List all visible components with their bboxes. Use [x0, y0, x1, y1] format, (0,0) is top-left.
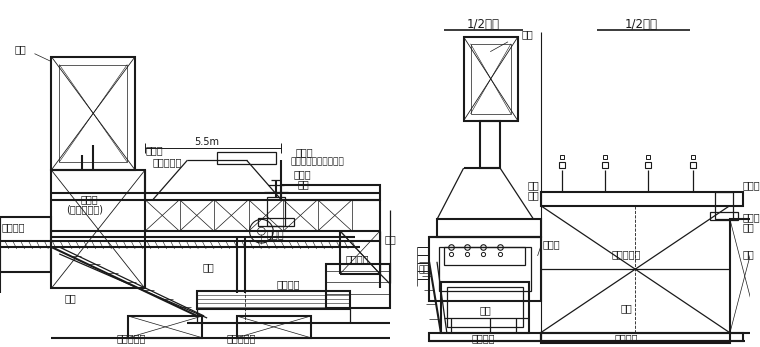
Bar	[59, 65, 127, 162]
Bar	[236, 316, 311, 338]
Bar	[441, 281, 529, 333]
Bar	[217, 152, 276, 164]
Bar	[198, 291, 350, 309]
Text: 内模: 内模	[480, 305, 491, 315]
Bar	[540, 192, 743, 205]
Bar	[128, 316, 202, 338]
Bar	[540, 333, 730, 343]
Text: 侧模: 侧模	[202, 262, 214, 272]
Bar	[51, 57, 135, 170]
Text: 吊架及横联: 吊架及横联	[612, 249, 641, 259]
Text: 后轮架: 后轮架	[543, 239, 560, 249]
Text: 后长架: 后长架	[81, 195, 99, 205]
Text: 底模平台: 底模平台	[276, 279, 299, 289]
Bar	[281, 185, 380, 200]
Text: (附脚手平台): (附脚手平台)	[66, 204, 103, 214]
Bar	[444, 247, 524, 265]
Bar	[480, 121, 500, 168]
Text: 1/2前视: 1/2前视	[625, 18, 657, 31]
Bar	[540, 333, 743, 341]
Bar	[325, 264, 390, 308]
Bar	[429, 237, 540, 301]
Bar	[437, 219, 540, 237]
Bar	[464, 37, 518, 121]
Text: 锚固: 锚固	[527, 180, 540, 190]
Text: 张拉平台: 张拉平台	[345, 254, 369, 264]
Text: 前支承横架: 前支承横架	[227, 333, 256, 343]
Text: 前吊杆: 前吊杆	[296, 147, 314, 157]
Bar	[439, 247, 530, 291]
Text: 垫座: 垫座	[743, 222, 755, 232]
Text: 前短架: 前短架	[743, 212, 760, 222]
Text: 压重: 压重	[14, 44, 27, 54]
Bar	[710, 212, 738, 220]
Bar	[447, 287, 523, 327]
Bar	[470, 44, 511, 114]
Text: 悬吊侧横架: 悬吊侧横架	[153, 157, 182, 167]
Text: 走行轮: 走行轮	[266, 229, 284, 239]
Bar	[258, 218, 294, 226]
Text: 斜梯: 斜梯	[418, 265, 429, 274]
Text: 垫座: 垫座	[298, 179, 309, 189]
Bar	[715, 192, 733, 219]
Bar	[268, 197, 285, 226]
Text: 后吊杆: 后吊杆	[146, 145, 163, 155]
Text: 斜梯: 斜梯	[64, 293, 76, 303]
Text: 底模平台: 底模平台	[472, 333, 495, 343]
Text: 侧模: 侧模	[743, 249, 755, 259]
Text: 压重: 压重	[522, 29, 534, 39]
Text: 前长架（附脚手平台）: 前长架（附脚手平台）	[291, 158, 345, 167]
Bar	[51, 170, 145, 288]
Text: 底模: 底模	[620, 303, 632, 313]
Text: 1/2后视: 1/2后视	[467, 18, 500, 31]
Text: 前短架: 前短架	[294, 169, 312, 179]
Text: 底模平台: 底模平台	[615, 333, 638, 343]
Bar	[429, 333, 540, 341]
Bar	[730, 219, 759, 333]
Text: 吊架: 吊架	[385, 234, 397, 244]
Text: 后支承横架: 后支承横架	[116, 333, 146, 343]
Text: 前长架: 前长架	[743, 180, 760, 190]
Text: 结构: 结构	[527, 190, 540, 200]
Bar	[0, 217, 51, 272]
Text: 5.5m: 5.5m	[195, 137, 220, 147]
Text: 锚固结构: 锚固结构	[2, 222, 26, 232]
